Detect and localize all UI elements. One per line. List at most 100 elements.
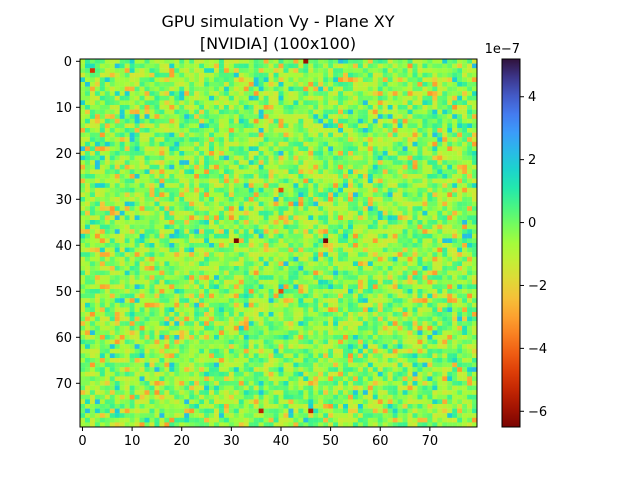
heatmap-cell [357, 109, 364, 115]
heatmap-cell [387, 201, 393, 207]
heatmap-cell [159, 187, 165, 193]
heatmap-cell [338, 243, 344, 248]
heatmap-cell [134, 238, 140, 244]
heatmap-cell [392, 261, 398, 267]
heatmap-cell [194, 233, 200, 239]
heatmap-cell [258, 247, 264, 253]
heatmap-cell [367, 215, 373, 221]
heatmap-cell [432, 192, 438, 198]
heatmap-cell [467, 220, 473, 225]
heatmap-cell [218, 197, 225, 202]
heatmap-cell [223, 95, 230, 101]
heatmap-cell [204, 63, 210, 69]
heatmap-cell [303, 307, 309, 313]
heatmap-cell [303, 128, 309, 133]
heatmap-cell [308, 109, 314, 115]
heatmap-cell [248, 123, 254, 129]
heatmap-cell [362, 261, 369, 267]
heatmap-cell [357, 233, 364, 239]
heatmap-cell [204, 86, 210, 92]
heatmap-cell [313, 197, 319, 202]
heatmap-cell [377, 59, 383, 64]
heatmap-cell [84, 141, 91, 147]
heatmap-cell [293, 169, 299, 175]
heatmap-cell [258, 141, 264, 147]
heatmap-cell [402, 279, 408, 285]
heatmap-cell [377, 114, 383, 119]
heatmap-cell [328, 132, 334, 138]
heatmap-cell [387, 275, 393, 280]
heatmap-cell [179, 279, 185, 285]
heatmap-cell [328, 284, 334, 290]
heatmap-cell [179, 284, 185, 290]
heatmap-cell [223, 114, 230, 119]
heatmap-cell [293, 192, 299, 198]
heatmap-cell [427, 146, 433, 152]
heatmap-cell [382, 256, 388, 262]
heatmap-cell [397, 59, 403, 64]
heatmap-cell [313, 220, 319, 225]
heatmap-cell [387, 220, 393, 225]
heatmap-cell [233, 224, 239, 230]
heatmap-cell [397, 118, 403, 124]
heatmap-cell [218, 233, 225, 239]
heatmap-cell [233, 192, 239, 198]
heatmap-cell [298, 174, 304, 179]
heatmap-cell [347, 160, 354, 165]
heatmap-cell [223, 266, 230, 271]
heatmap-cell [293, 146, 299, 152]
heatmap-cell [372, 243, 378, 248]
heatmap-cell [124, 123, 130, 129]
heatmap-cell [189, 77, 195, 83]
heatmap-cell [347, 302, 354, 308]
heatmap-cell [209, 95, 215, 101]
heatmap-cell [199, 178, 205, 184]
heatmap-cell [253, 146, 259, 152]
heatmap-cell [218, 68, 225, 73]
heatmap-cell [422, 155, 428, 161]
heatmap-cell [129, 238, 135, 244]
heatmap-cell [402, 197, 408, 202]
heatmap-cell [318, 77, 324, 83]
heatmap-cell [139, 316, 145, 322]
heatmap-cell [159, 201, 165, 207]
heatmap-cell [228, 128, 235, 133]
heatmap-cell [318, 137, 324, 142]
heatmap-cell [417, 266, 423, 271]
heatmap-cell [293, 183, 299, 188]
heatmap-cell [313, 238, 319, 244]
heatmap-cell [427, 137, 433, 142]
heatmap-cell [397, 137, 403, 142]
heatmap-cell [223, 339, 230, 345]
heatmap-cell [194, 220, 200, 225]
heatmap-cell [228, 132, 235, 138]
heatmap-cell [442, 316, 448, 322]
heatmap-cell [328, 339, 334, 345]
heatmap-cell [343, 174, 349, 179]
heatmap-cell [268, 123, 274, 129]
heatmap-cell [343, 325, 349, 331]
heatmap-cell [179, 229, 185, 234]
heatmap-cell [263, 298, 269, 303]
heatmap-cell [114, 302, 120, 308]
heatmap-cell [94, 68, 101, 73]
heatmap-cell [139, 123, 145, 129]
heatmap-cell [298, 261, 304, 267]
heatmap-cell [164, 289, 170, 294]
heatmap-cell [209, 321, 215, 326]
heatmap-cell [328, 316, 334, 322]
heatmap-cell [223, 118, 230, 124]
heatmap-cell [223, 335, 230, 340]
heatmap-cell [362, 321, 369, 326]
heatmap-cell [313, 114, 319, 119]
heatmap-cell [288, 210, 294, 216]
heatmap-cell [80, 123, 86, 129]
heatmap-cell [129, 141, 135, 147]
heatmap-cell [293, 289, 299, 294]
heatmap-cell [169, 321, 175, 326]
heatmap-cell [288, 137, 294, 142]
heatmap-cell [164, 266, 170, 271]
heatmap-cell [218, 243, 225, 248]
heatmap-cell [204, 201, 210, 207]
heatmap-cell [367, 266, 373, 271]
